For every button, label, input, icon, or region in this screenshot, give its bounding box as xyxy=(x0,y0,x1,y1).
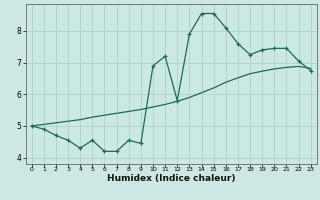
X-axis label: Humidex (Indice chaleur): Humidex (Indice chaleur) xyxy=(107,174,236,183)
